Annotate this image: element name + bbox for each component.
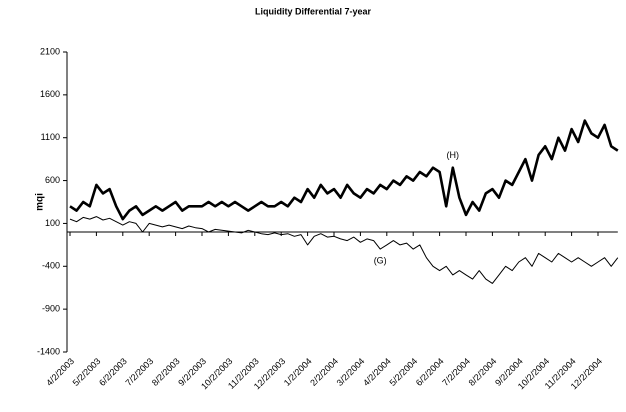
y-tick-label: 600 (45, 175, 60, 185)
x-tick-label: 2/2/2004 (308, 356, 340, 388)
y-tick-label: 1100 (41, 132, 60, 142)
x-tick-label: 8/2/2003 (150, 356, 182, 388)
y-tick-label: 2100 (40, 46, 60, 56)
x-tick-label: 7/2/2004 (440, 356, 472, 388)
x-tick-label: 5/2/2004 (387, 356, 419, 388)
x-tick-label: 6/2/2003 (97, 356, 129, 388)
series-label: (H) (447, 150, 460, 160)
series-label: (G) (374, 256, 387, 266)
x-tick-label: 8/2/2004 (467, 356, 499, 388)
series-line (69, 216, 619, 284)
x-tick-label: 5/2/2003 (71, 356, 103, 388)
x-tick-label: 1/2/2004 (282, 356, 314, 388)
x-tick-label: 4/2/2003 (44, 356, 76, 388)
y-axis-title: mqi (35, 193, 46, 211)
y-tick-label: -900 (42, 304, 60, 314)
y-tick-label: 100 (45, 218, 60, 228)
x-tick-label: 6/2/2004 (414, 356, 446, 388)
x-tick-label: 7/2/2003 (123, 356, 155, 388)
y-tick-label: -400 (42, 261, 60, 271)
series-line (69, 119, 619, 221)
y-tick-label: -1400 (37, 346, 60, 356)
x-tick-label: 3/2/2004 (335, 356, 367, 388)
x-tick-label: 4/2/2004 (361, 356, 393, 388)
chart-title: Liquidity Differential 7-year (255, 6, 372, 16)
y-tick-label: 1600 (40, 89, 60, 99)
